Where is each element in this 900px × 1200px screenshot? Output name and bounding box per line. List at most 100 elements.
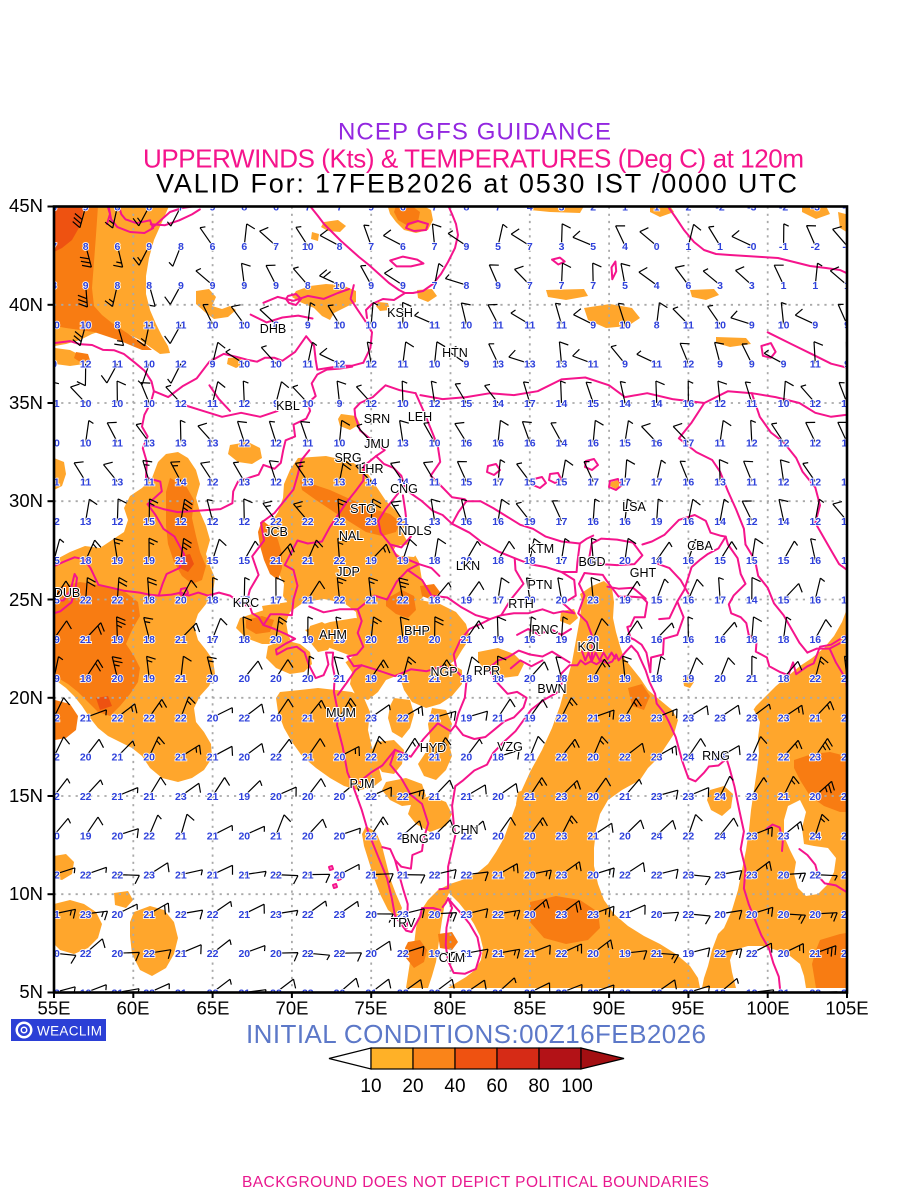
svg-text:20: 20 (587, 870, 599, 882)
svg-text:13: 13 (397, 437, 409, 449)
svg-text:PJM: PJM (350, 777, 375, 791)
svg-text:12: 12 (429, 398, 441, 410)
svg-text:9: 9 (495, 280, 501, 292)
svg-text:17: 17 (841, 595, 853, 607)
svg-text:20: 20 (651, 909, 663, 921)
svg-text:14: 14 (841, 555, 853, 567)
svg-text:19: 19 (524, 516, 536, 528)
svg-text:22: 22 (461, 830, 473, 842)
svg-text:8: 8 (273, 319, 279, 331)
svg-text:11: 11 (429, 319, 440, 331)
svg-text:11: 11 (175, 319, 186, 331)
svg-text:16: 16 (492, 516, 504, 528)
svg-text:16: 16 (587, 437, 599, 449)
svg-text:20: 20 (492, 830, 504, 842)
svg-text:20: 20 (334, 830, 346, 842)
svg-text:19: 19 (397, 555, 409, 567)
svg-text:23: 23 (841, 948, 853, 960)
svg-text:21: 21 (397, 516, 409, 528)
svg-text:17: 17 (714, 595, 726, 607)
svg-text:8: 8 (114, 202, 120, 214)
svg-text:9: 9 (83, 202, 89, 214)
svg-text:100E: 100E (746, 998, 789, 1019)
svg-text:17: 17 (492, 595, 504, 607)
svg-text:22: 22 (461, 870, 473, 882)
svg-text:16: 16 (461, 437, 473, 449)
svg-text:18: 18 (778, 673, 790, 685)
svg-text:LEH: LEH (408, 410, 432, 424)
svg-text:20: 20 (175, 595, 187, 607)
svg-text:14: 14 (556, 437, 568, 449)
svg-text:9: 9 (368, 280, 374, 292)
svg-text:23: 23 (841, 870, 853, 882)
svg-text:16: 16 (683, 398, 695, 410)
svg-text:22: 22 (270, 516, 282, 528)
svg-text:17: 17 (270, 595, 282, 607)
svg-text:1: 1 (685, 241, 691, 253)
svg-text:20: 20 (619, 555, 631, 567)
svg-text:9: 9 (590, 319, 596, 331)
svg-text:5N: 5N (19, 981, 43, 1002)
svg-text:20: 20 (365, 909, 377, 921)
svg-text:20: 20 (397, 830, 409, 842)
svg-text:12: 12 (270, 437, 282, 449)
svg-text:5: 5 (622, 280, 628, 292)
svg-text:22: 22 (48, 791, 60, 803)
svg-text:22: 22 (334, 516, 346, 528)
svg-text:18: 18 (556, 673, 568, 685)
svg-text:20: 20 (429, 909, 441, 921)
svg-text:8: 8 (305, 280, 311, 292)
svg-text:9: 9 (717, 359, 723, 371)
svg-text:22: 22 (334, 555, 346, 567)
svg-text:10: 10 (778, 319, 790, 331)
svg-text:9: 9 (622, 359, 628, 371)
svg-text:21: 21 (302, 555, 314, 567)
svg-text:22: 22 (714, 948, 726, 960)
svg-text:19: 19 (683, 948, 695, 960)
svg-text:22: 22 (397, 948, 409, 960)
svg-text:23: 23 (651, 712, 663, 724)
svg-text:HYD: HYD (420, 741, 446, 755)
svg-text:9: 9 (749, 359, 755, 371)
svg-text:15N: 15N (9, 785, 43, 806)
svg-text:11: 11 (144, 319, 155, 331)
svg-text:7: 7 (273, 241, 279, 253)
svg-text:21: 21 (397, 673, 409, 685)
svg-text:4: 4 (622, 241, 628, 253)
svg-text:18: 18 (492, 673, 504, 685)
svg-text:9: 9 (305, 319, 311, 331)
svg-text:SRN: SRN (364, 412, 390, 426)
svg-text:16: 16 (809, 634, 821, 646)
svg-text:16: 16 (524, 437, 536, 449)
svg-text:21: 21 (429, 752, 441, 764)
svg-text:14: 14 (746, 595, 758, 607)
svg-text:RNG: RNG (702, 749, 730, 763)
svg-text:22: 22 (651, 870, 663, 882)
svg-text:21: 21 (80, 712, 92, 724)
svg-text:20: 20 (778, 948, 790, 960)
svg-text:20: 20 (714, 673, 726, 685)
svg-text:0: 0 (654, 241, 660, 253)
svg-text:5: 5 (495, 241, 501, 253)
svg-text:24: 24 (714, 830, 726, 842)
svg-text:23: 23 (746, 830, 758, 842)
svg-text:8: 8 (241, 202, 247, 214)
svg-text:16: 16 (809, 595, 821, 607)
svg-text:24: 24 (714, 791, 726, 803)
svg-text:23: 23 (778, 830, 790, 842)
svg-text:11: 11 (429, 477, 440, 489)
svg-text:10: 10 (143, 359, 155, 371)
svg-text:20: 20 (587, 634, 599, 646)
svg-text:WEACLIM: WEACLIM (37, 1024, 102, 1039)
svg-text:4: 4 (527, 202, 533, 214)
svg-text:CLM: CLM (439, 951, 465, 965)
svg-text:16: 16 (651, 437, 663, 449)
svg-text:10: 10 (302, 241, 314, 253)
svg-text:1: 1 (622, 202, 628, 214)
svg-text:12: 12 (778, 437, 790, 449)
svg-text:23: 23 (714, 870, 726, 882)
svg-text:10N: 10N (9, 883, 43, 904)
svg-text:19: 19 (461, 595, 473, 607)
svg-text:21: 21 (175, 948, 187, 960)
svg-text:RTH: RTH (508, 597, 533, 611)
